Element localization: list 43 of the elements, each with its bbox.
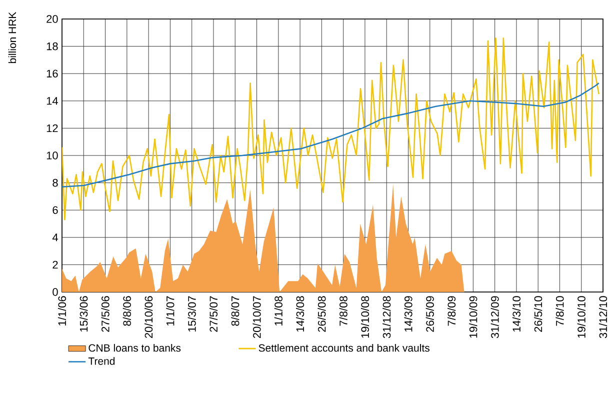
x-tick-label: 14/3/08	[296, 296, 304, 332]
x-tick-label: 27/5/07	[209, 296, 218, 332]
x-tick-label: 15/3/07	[188, 296, 196, 332]
x-tick-label: 7/8/09	[447, 296, 456, 326]
x-tick-label: 8/8/06	[122, 296, 131, 326]
x-tick-label: 26/5/09	[426, 296, 434, 332]
x-tick-label: 1/1/08	[274, 296, 282, 326]
x-tick-label: 19/10/10	[577, 296, 586, 338]
y-tick-label: 20	[46, 15, 58, 23]
x-tick-label: 19/10/09	[469, 296, 478, 338]
x-tick-label: 20/10/06	[144, 296, 153, 338]
x-tick-label: 15/3/06	[80, 296, 88, 332]
x-tick-label: 20/10/07	[252, 296, 261, 338]
y-tick-label: 18	[46, 42, 58, 50]
x-tick-label: 19/10/08	[360, 296, 370, 338]
x-tick-label: 27/5/06	[101, 296, 110, 332]
x-tick-label: 1/1/06	[58, 296, 66, 326]
legend-label: CNB loans to banks	[88, 344, 181, 352]
y-tick-label: 12	[46, 124, 58, 132]
y-tick-label: 2	[52, 260, 58, 269]
x-tick-label: 7/8/08	[339, 296, 348, 326]
y-axis-title: billion HRK	[8, 12, 16, 64]
y-tick-label: 8	[52, 178, 58, 187]
y-tick-label: 4	[52, 234, 58, 242]
x-tick-label: 7/8/10	[556, 296, 564, 326]
x-tick-label: 14/3/10	[512, 296, 520, 332]
x-tick-label: 14/3/09	[404, 296, 412, 332]
x-tick-label: 31/12/10	[598, 296, 608, 338]
x-tick-label: 26/5/10	[534, 296, 542, 332]
line-series	[62, 37, 600, 220]
legend-label: Settlement accounts and bank vaults	[258, 344, 430, 352]
y-tick-label: 6	[52, 206, 58, 214]
x-tick-label: 31/12/08	[382, 296, 391, 338]
x-tick-label: 31/12/09	[490, 296, 499, 338]
y-tick-label: 0	[52, 288, 58, 296]
line-series	[62, 82, 600, 188]
legend-label: Trend	[88, 357, 115, 365]
x-tick-label: 8/8/07	[231, 296, 240, 326]
x-tick-label: 26/5/08	[318, 296, 326, 332]
x-tick-label: 1/1/07	[166, 296, 174, 326]
y-tick-label: 10	[46, 152, 58, 160]
y-tick-label: 16	[46, 70, 58, 78]
y-tick-label: 14	[46, 97, 58, 105]
